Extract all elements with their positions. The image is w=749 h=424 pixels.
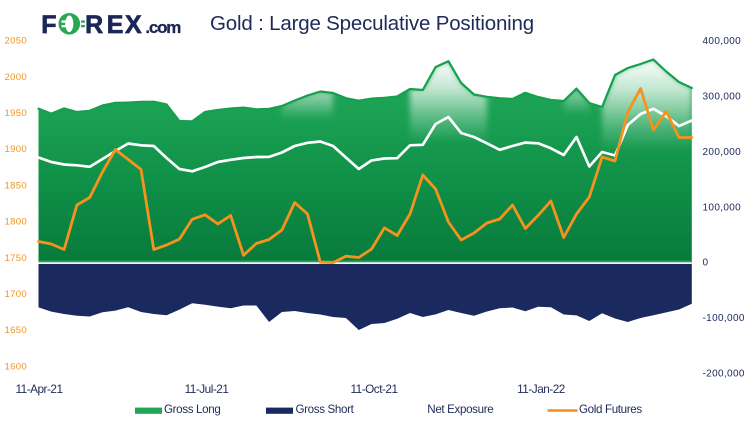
svg-text:1850: 1850 xyxy=(4,180,27,191)
svg-text:1950: 1950 xyxy=(4,108,27,119)
svg-text:1600: 1600 xyxy=(4,361,27,372)
svg-text:Gross Short: Gross Short xyxy=(296,403,355,416)
svg-text:-100,000: -100,000 xyxy=(703,313,745,324)
svg-text:1750: 1750 xyxy=(4,253,27,264)
svg-text:11-Jan-22: 11-Jan-22 xyxy=(517,382,565,396)
svg-text:F: F xyxy=(41,11,56,39)
svg-text:2050: 2050 xyxy=(4,36,27,47)
svg-text:-200,000: -200,000 xyxy=(703,368,745,379)
svg-text:Gross Long: Gross Long xyxy=(164,403,220,416)
svg-text:E: E xyxy=(107,11,124,39)
svg-text:100,000: 100,000 xyxy=(703,202,742,213)
svg-text:0: 0 xyxy=(703,258,709,269)
svg-text:11-Jul-21: 11-Jul-21 xyxy=(185,382,229,396)
svg-text:R: R xyxy=(85,11,103,39)
svg-text:Gold : Large Speculative Posit: Gold : Large Speculative Positioning xyxy=(210,12,534,35)
svg-text:400,000: 400,000 xyxy=(703,36,742,47)
svg-text:X: X xyxy=(125,11,142,39)
svg-text:200,000: 200,000 xyxy=(703,147,742,158)
svg-text:Gold Futures: Gold Futures xyxy=(579,403,642,416)
svg-text:1700: 1700 xyxy=(4,289,27,300)
svg-text:Net Exposure: Net Exposure xyxy=(427,403,493,416)
svg-text:1650: 1650 xyxy=(4,325,27,336)
svg-text:11-Apr-21: 11-Apr-21 xyxy=(15,382,62,396)
svg-text:300,000: 300,000 xyxy=(703,92,742,103)
svg-text:.com: .com xyxy=(145,18,181,37)
svg-text:2000: 2000 xyxy=(4,72,27,83)
svg-text:11-Oct-21: 11-Oct-21 xyxy=(350,382,397,396)
svg-text:1900: 1900 xyxy=(4,144,27,155)
svg-text:1800: 1800 xyxy=(4,217,27,228)
